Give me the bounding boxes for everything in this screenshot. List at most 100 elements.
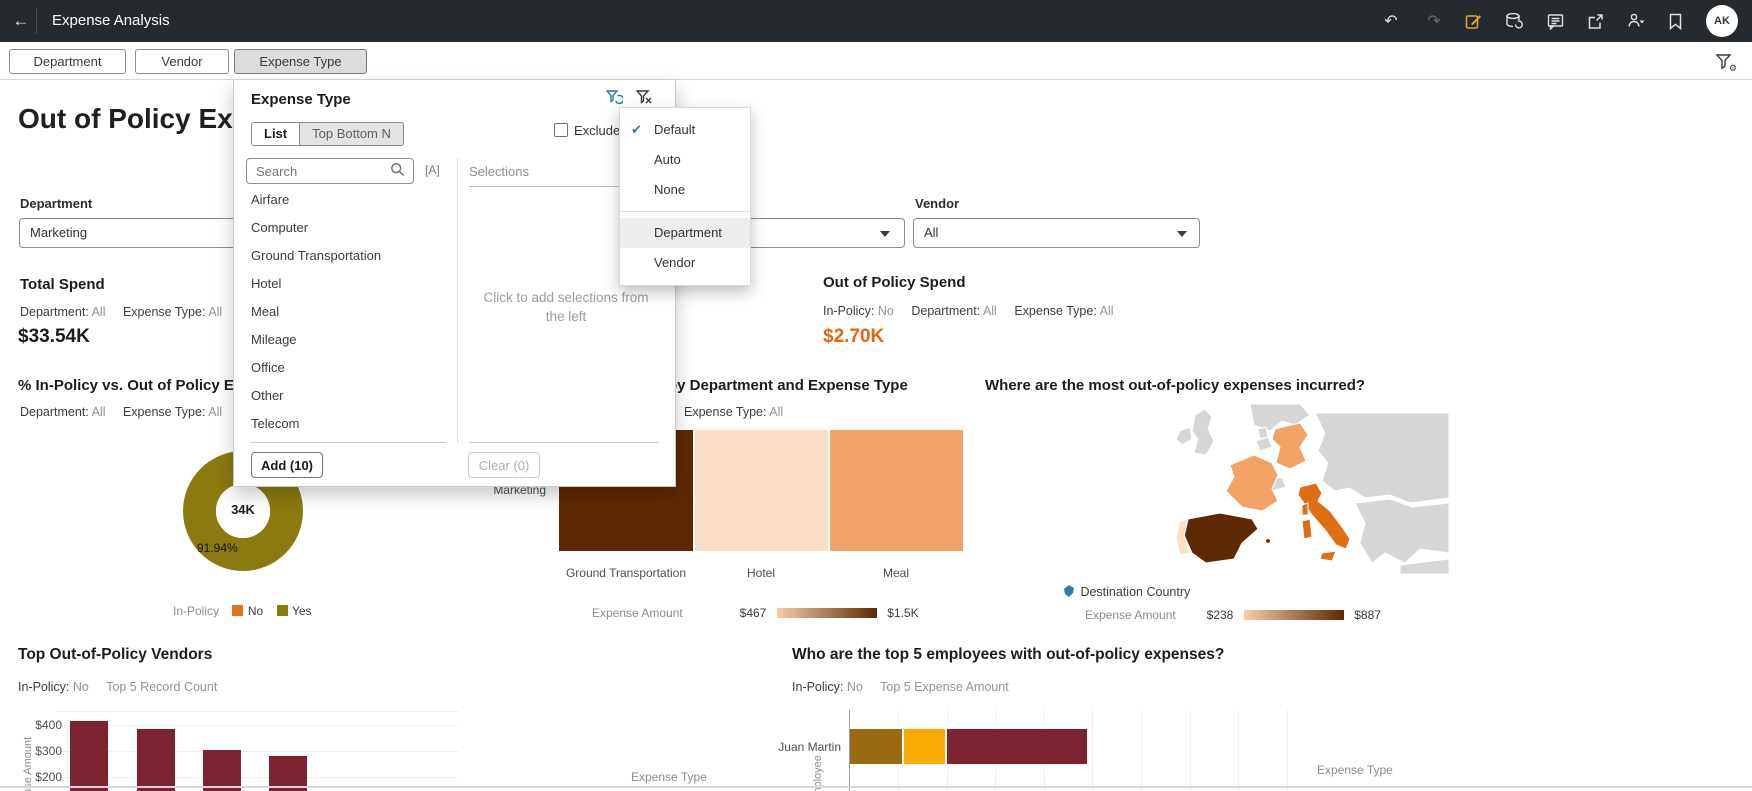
employees-chart-title: Who are the top 5 employees with out-of-…: [792, 646, 1225, 663]
search-input[interactable]: [246, 158, 414, 184]
menu-item-auto[interactable]: Auto: [654, 152, 681, 167]
list-item-mileage[interactable]: Mileage: [251, 332, 297, 347]
edit-icon[interactable]: [1463, 11, 1483, 31]
map-country-italy: [1297, 482, 1351, 550]
filter-values-list: Airfare Computer Ground Transportation H…: [251, 186, 381, 438]
avatar[interactable]: AK: [1706, 5, 1738, 37]
vendor-bar-4[interactable]: [269, 756, 307, 791]
menu-item-default[interactable]: ✔ Default: [620, 115, 750, 145]
list-item-telecom[interactable]: Telecom: [251, 416, 300, 431]
map-title: Where are the most out-of-policy expense…: [985, 377, 1366, 394]
selections-footer-divider: [469, 442, 659, 443]
bar-meal[interactable]: [830, 430, 963, 551]
color-scale-gradient: [776, 608, 877, 618]
vendors-chart-filters: In-Policy: No Top 5 Record Count: [18, 680, 218, 694]
department-dropdown-value: Marketing: [30, 225, 88, 240]
filter-settings-icon[interactable]: ⚙: [1714, 51, 1737, 73]
map-island-corsica: [1301, 502, 1309, 516]
employees-yaxis-line: [849, 710, 850, 791]
exclude-checkbox[interactable]: [554, 123, 568, 137]
top-bar: ← Expense Analysis ↶ ↷ AK: [0, 0, 1752, 42]
list-item-airfare[interactable]: Airfare: [251, 192, 290, 207]
menu-item-vendor[interactable]: Vendor: [654, 255, 696, 270]
filter-chip-department[interactable]: Department: [9, 49, 126, 74]
selections-header: Selections: [469, 164, 659, 187]
bookmark-icon[interactable]: [1665, 11, 1685, 31]
list-item-office[interactable]: Office: [251, 360, 285, 375]
dept-chart-title: by Department and Expense Type: [668, 377, 908, 394]
vendor-bar-1[interactable]: [70, 721, 108, 791]
menu-separator: [620, 211, 750, 212]
legend-swatch-yes[interactable]: [276, 605, 288, 616]
map-country-germany: [1271, 422, 1309, 470]
filter-apply-icon[interactable]: [605, 88, 625, 106]
bar-hotel[interactable]: [695, 430, 828, 551]
country-shape-icon: [1064, 585, 1074, 597]
menu-item-none[interactable]: None: [654, 182, 686, 197]
filter-panel-tabs: List Top Bottom N: [251, 122, 404, 146]
search-icon: [390, 162, 406, 178]
annotate-icon[interactable]: [1545, 11, 1565, 31]
vendors-legend-title: Expense Type: [631, 770, 707, 784]
vendors-yaxis-title: Expense Amount: [22, 736, 34, 791]
dept-chart-xlabel-2: Meal: [882, 566, 909, 580]
employees-legend-title: Expense Type: [1317, 763, 1393, 777]
filter-chip-expense-type[interactable]: Expense Type: [234, 49, 367, 74]
presentation-mode-icon[interactable]: [1626, 11, 1646, 31]
filter-limit-context-menu: ✔ Default Auto None Department Vendor: [619, 107, 751, 286]
back-icon[interactable]: ←: [12, 11, 30, 30]
check-icon: ✔: [631, 122, 642, 137]
map-country-spain: [1183, 512, 1259, 564]
legend-swatch-no[interactable]: [232, 605, 244, 616]
map-country-benelux: [1255, 436, 1273, 452]
map-country-ireland: [1175, 426, 1193, 446]
expense-type-filter-panel: Expense Type List Top Bottom N Exclude […: [233, 80, 676, 487]
total-spend-filters: Department: All Expense Type: All: [20, 305, 223, 319]
canvas-bottom-edge: [0, 786, 1752, 788]
undo-icon[interactable]: ↶: [1384, 13, 1398, 30]
map-category-legend: Destination Country: [1062, 583, 1190, 601]
filter-clear-icon[interactable]: [635, 88, 653, 106]
redo-icon[interactable]: ↷: [1427, 13, 1441, 30]
map-region-north-africa: [1399, 558, 1450, 575]
employee-bar-segment-1[interactable]: [850, 729, 903, 764]
list-item-computer[interactable]: Computer: [251, 220, 309, 235]
match-case-icon[interactable]: [A]: [425, 163, 440, 177]
map-island-balearic: [1265, 538, 1271, 544]
list-item-other[interactable]: Other: [251, 388, 284, 403]
donut-chart-title: % In-Policy vs. Out of Policy E: [18, 377, 234, 394]
dept-chart-xlabel-1: Hotel: [746, 566, 775, 580]
filter-chip-bar: Department Vendor Expense Type ⚙: [0, 42, 1752, 80]
europe-choropleth-map[interactable]: [1150, 403, 1450, 575]
vendors-ytick-400: $400: [35, 718, 62, 732]
list-item-ground-transportation[interactable]: Ground Transportation: [251, 248, 382, 263]
employee-bar-segment-2[interactable]: [904, 729, 946, 764]
oop-spend-filters: In-Policy: No Department: All Expense Ty…: [823, 304, 1114, 318]
tab-top-bottom-n[interactable]: Top Bottom N: [299, 123, 403, 145]
list-item-hotel[interactable]: Hotel: [251, 276, 282, 291]
vendors-ytick-300: $300: [35, 744, 62, 758]
map-region-balkans: [1354, 498, 1450, 564]
menu-item-department[interactable]: Department: [620, 218, 750, 248]
oop-spend-value: $2.70K: [823, 326, 885, 347]
donut-legend: In-Policy No Yes: [173, 604, 312, 618]
filter-chip-vendor[interactable]: Vendor: [135, 49, 229, 74]
dataset-refresh-icon[interactable]: [1504, 11, 1524, 31]
map-country-portugal: [1175, 518, 1191, 556]
employee-bar-segment-3[interactable]: [947, 729, 1087, 764]
vendor-prompt-label: Vendor: [915, 196, 960, 211]
vendor-dropdown[interactable]: All: [913, 218, 1200, 248]
chevron-down-icon: [880, 231, 890, 237]
topbar-divider: [36, 8, 37, 34]
vendor-bar-3[interactable]: [203, 750, 241, 791]
vendors-chart-title: Top Out-of-Policy Vendors: [18, 646, 213, 663]
export-icon[interactable]: [1585, 11, 1605, 31]
list-item-meal[interactable]: Meal: [251, 304, 280, 319]
vendor-bar-2[interactable]: [137, 729, 175, 791]
employees-row-label: Juan Martin: [778, 740, 841, 754]
clear-button[interactable]: Clear (0): [468, 452, 540, 478]
tab-list[interactable]: List: [252, 123, 300, 145]
dept-chart-filters: Expense Type: All: [684, 405, 784, 419]
add-button[interactable]: Add (10): [251, 452, 323, 478]
color-scale-gradient: [1243, 610, 1344, 620]
